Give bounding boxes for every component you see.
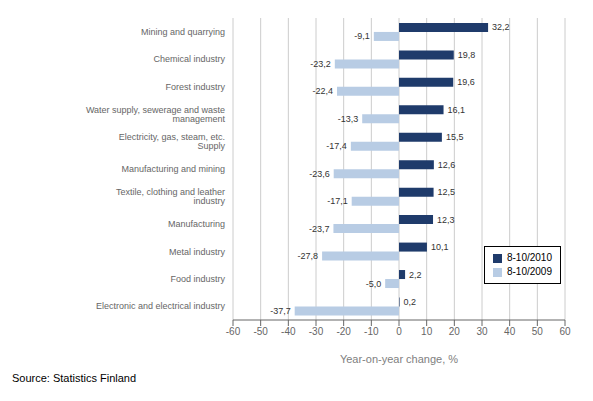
svg-text:Food industry: Food industry <box>170 274 225 284</box>
html-text:8-10/2010: 8-10/2010 <box>507 252 552 263</box>
html-text:8-10/2009: 8-10/2009 <box>507 266 552 277</box>
svg-text:12,3: 12,3 <box>437 215 455 225</box>
svg-text:12,6: 12,6 <box>438 160 456 170</box>
svg-text:10,1: 10,1 <box>431 242 449 252</box>
svg-text:Manufacturing: Manufacturing <box>168 219 225 229</box>
svg-text:Year-on-year change, %: Year-on-year change, % <box>340 353 458 365</box>
svg-text:50: 50 <box>532 326 544 337</box>
svg-text:19,6: 19,6 <box>457 77 475 87</box>
svg-text:-10: -10 <box>364 326 379 337</box>
svg-text:-5,0: -5,0 <box>366 279 382 289</box>
svg-text:2,2: 2,2 <box>409 270 422 280</box>
svg-text:10: 10 <box>421 326 433 337</box>
svg-text:-60: -60 <box>226 326 241 337</box>
svg-text:-50: -50 <box>253 326 268 337</box>
svg-text:Metal industry: Metal industry <box>169 247 226 257</box>
svg-text:-17,1: -17,1 <box>327 196 348 206</box>
svg-text:-37,7: -37,7 <box>270 306 291 316</box>
svg-text:Electronic and electrical indu: Electronic and electrical industry <box>96 301 226 311</box>
svg-text:Water supply, sewerage and was: Water supply, sewerage and wastemanageme… <box>86 105 226 124</box>
svg-text:40: 40 <box>504 326 516 337</box>
svg-text:-40: -40 <box>281 326 296 337</box>
svg-text:20: 20 <box>449 326 461 337</box>
svg-text:-23,6: -23,6 <box>309 169 330 179</box>
svg-text:Mining and quarrying: Mining and quarrying <box>141 27 225 37</box>
svg-text:-17,4: -17,4 <box>326 141 347 151</box>
html-text:Source: Statistics Finland: Source: Statistics Finland <box>12 372 137 384</box>
svg-text:-23,7: -23,7 <box>309 224 330 234</box>
svg-text:15,5: 15,5 <box>446 132 464 142</box>
svg-text:-30: -30 <box>309 326 324 337</box>
svg-text:32,2: 32,2 <box>492 22 510 32</box>
svg-text:16,1: 16,1 <box>448 105 466 115</box>
svg-text:-23,2: -23,2 <box>310 59 331 69</box>
svg-text:Electricity, gas, steam, etc.S: Electricity, gas, steam, etc.Supply <box>119 132 226 151</box>
svg-text:30: 30 <box>476 326 488 337</box>
svg-text:Manufacturing and mining: Manufacturing and mining <box>121 164 225 174</box>
svg-text:0: 0 <box>396 326 402 337</box>
svg-text:-13,3: -13,3 <box>338 114 359 124</box>
svg-text:-27,8: -27,8 <box>298 251 319 261</box>
svg-text:-20: -20 <box>336 326 351 337</box>
svg-text:Textile, clothing and leatheri: Textile, clothing and leatherindustry <box>116 187 226 206</box>
svg-text:-9,1: -9,1 <box>354 31 370 41</box>
svg-text:-22,4: -22,4 <box>313 86 334 96</box>
svg-text:Chemical industry: Chemical industry <box>153 54 225 64</box>
svg-text:Forest industry: Forest industry <box>165 82 225 92</box>
svg-text:60: 60 <box>559 326 571 337</box>
svg-text:0,2: 0,2 <box>404 297 417 307</box>
svg-text:19,8: 19,8 <box>458 50 476 60</box>
svg-text:12,5: 12,5 <box>438 187 456 197</box>
